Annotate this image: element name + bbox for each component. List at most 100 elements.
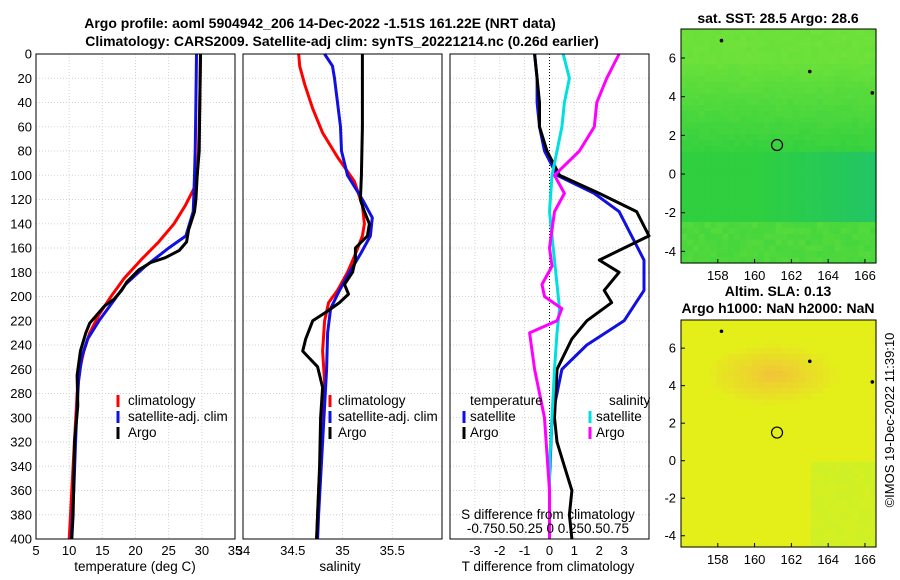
heatmap-cell	[858, 134, 865, 141]
heatmap-cell	[692, 239, 700, 247]
map-frame	[680, 319, 877, 548]
heatmap-cell	[763, 146, 771, 153]
heatmap-cell	[805, 473, 812, 480]
heatmap-cell	[834, 40, 842, 48]
heatmap-cell	[763, 524, 771, 531]
heatmap-cell	[870, 382, 877, 389]
heatmap-cell	[816, 134, 824, 141]
heatmap-cell	[740, 439, 747, 446]
heatmap-cell	[799, 81, 806, 89]
heatmap-cell	[751, 427, 759, 435]
heatmap-cell	[698, 239, 706, 247]
heatmap-cell	[852, 105, 859, 112]
heatmap-cell	[858, 186, 865, 194]
heatmap-cell	[734, 40, 741, 48]
heatmap-cell	[775, 227, 783, 235]
heatmap-cell	[716, 46, 723, 53]
heatmap-cell	[799, 75, 806, 83]
heatmap-cell	[811, 529, 818, 537]
heatmap-cell	[864, 393, 871, 401]
heatmap-cell	[716, 388, 723, 395]
heatmap-cell	[692, 110, 700, 118]
heatmap-cell	[686, 216, 694, 223]
temperature-legend: climatology satellite-adj. clim Argo	[116, 393, 228, 440]
heatmap-cell	[686, 99, 694, 106]
heatmap-cell	[840, 325, 848, 332]
heatmap-cell	[852, 342, 859, 349]
heatmap-cell	[775, 501, 783, 508]
heatmap-cell	[692, 450, 700, 457]
heatmap-cell	[840, 122, 848, 130]
heatmap-cell	[746, 239, 753, 247]
heatmap-cell	[681, 239, 688, 247]
heatmap-cell	[793, 529, 800, 537]
heatmap-cell	[805, 331, 812, 338]
heatmap-cell	[763, 461, 771, 469]
heatmap-cell	[781, 439, 788, 446]
salinity-panel: 34 34.5 35 35.5	[236, 53, 443, 558]
heatmap-cell	[799, 320, 806, 327]
heatmap-cell	[811, 52, 818, 59]
heatmap-cell	[822, 163, 830, 170]
heatmap-cell	[822, 210, 830, 217]
heatmap-cell	[846, 467, 853, 474]
heatmap-cell	[763, 382, 771, 389]
heatmap-cell	[822, 427, 830, 435]
heatmap-cell	[698, 122, 706, 130]
heatmap-cell	[740, 354, 747, 361]
heatmap-cell	[757, 140, 765, 147]
heatmap-cell	[787, 325, 794, 332]
heatmap-cell	[775, 186, 783, 194]
heatmap-cell	[757, 87, 765, 94]
y-tick-label: 40	[18, 95, 32, 110]
heatmap-cell	[840, 331, 848, 338]
heatmap-cell	[805, 87, 812, 94]
heatmap-cell	[781, 405, 788, 412]
heatmap-cell	[858, 175, 865, 182]
heatmap-cell	[728, 541, 735, 548]
heatmap-cell	[710, 99, 718, 106]
heatmap-cell	[787, 337, 794, 344]
heatmap-cell	[681, 524, 688, 531]
heatmap-cell	[846, 354, 853, 361]
heatmap-cell	[734, 233, 741, 241]
heatmap-cell	[722, 325, 729, 332]
heatmap-cell	[746, 541, 753, 548]
heatmap-cell	[870, 433, 877, 440]
heatmap-cell	[822, 473, 830, 480]
heatmap-cell	[870, 192, 877, 200]
heatmap-cell	[746, 81, 753, 89]
heatmap-cell	[763, 181, 771, 188]
heatmap-cell	[822, 405, 830, 412]
heatmap-cell	[793, 128, 800, 135]
heatmap-cell	[846, 257, 853, 264]
heatmap-cell	[781, 393, 788, 401]
heatmap-cell	[811, 422, 818, 429]
heatmap-cell	[846, 376, 853, 384]
heatmap-cell	[822, 99, 830, 106]
y-tick-label: 380	[10, 507, 32, 522]
heatmap-cell	[822, 478, 830, 486]
heatmap-cell	[822, 382, 830, 389]
heatmap-cell	[734, 122, 741, 130]
heatmap-cell	[698, 134, 706, 141]
heatmap-cell	[722, 227, 729, 235]
heatmap-cell	[781, 490, 788, 497]
heatmap-cell	[728, 40, 735, 48]
heatmap-cell	[757, 376, 765, 384]
heatmap-cell	[864, 151, 871, 159]
heatmap-cell	[799, 245, 806, 252]
heatmap-cell	[698, 222, 706, 229]
heatmap-cell	[822, 52, 830, 59]
heatmap-cell	[740, 75, 747, 83]
heatmap-cell	[840, 484, 848, 491]
y-tick-label: 0	[669, 453, 676, 468]
heatmap-cell	[822, 376, 830, 384]
heatmap-cell	[816, 320, 824, 327]
heatmap-cell	[757, 365, 765, 372]
heatmap-cell	[864, 382, 871, 389]
heatmap-cell	[793, 450, 800, 457]
heatmap-cell	[840, 501, 848, 508]
heatmap-cell	[704, 210, 712, 217]
heatmap-cell	[751, 382, 759, 389]
